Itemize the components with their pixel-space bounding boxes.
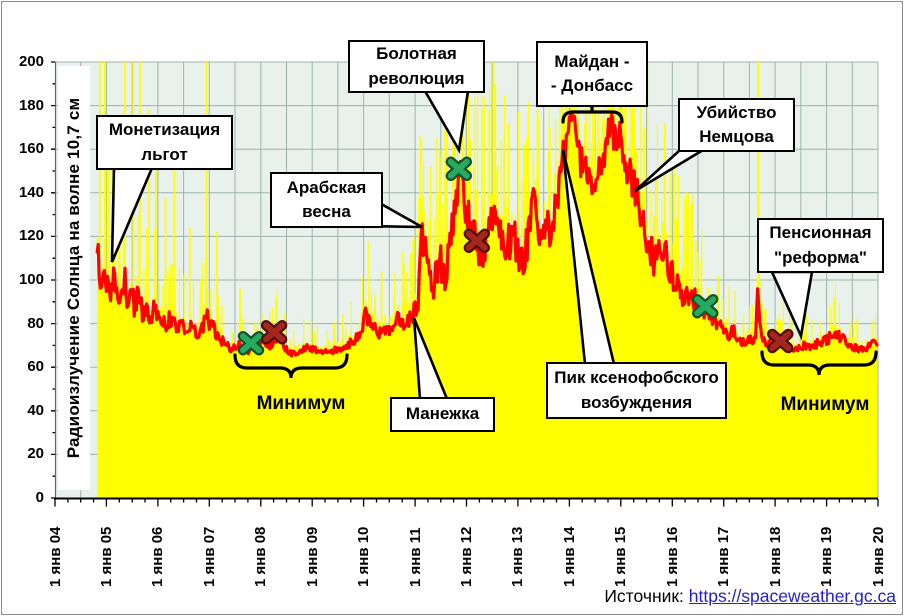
maidan-bracket bbox=[561, 104, 624, 124]
event-marker-green bbox=[237, 330, 265, 356]
annotation-bolotnaya: Болотная революция bbox=[348, 40, 485, 93]
x-tick-label: 1 янв 08 bbox=[252, 526, 270, 587]
x-tick-label: 1 янв 07 bbox=[200, 526, 218, 587]
y-tick-label: 100 bbox=[18, 271, 44, 288]
y-tick-label: 60 bbox=[27, 358, 44, 376]
axis-ticks bbox=[51, 61, 879, 507]
x-tick-label: 1 янв 20 bbox=[869, 526, 887, 587]
annotation-manezhka: Манежка bbox=[390, 397, 495, 432]
x-tick-label: 1 янв 12 bbox=[458, 526, 475, 587]
event-marker-darkred bbox=[260, 320, 288, 345]
y-tick-label: 120 bbox=[18, 227, 44, 245]
source-link[interactable]: https://spaceweather.gc.ca bbox=[688, 586, 896, 606]
y-tick-label: 40 bbox=[27, 401, 44, 419]
annotation-ubiystvo-nemtsova: Убийство Немцова bbox=[678, 98, 795, 152]
x-tick-label: 1 янв 16 bbox=[663, 526, 681, 587]
x-tick-label: 1 янв 06 bbox=[149, 526, 167, 587]
minimum-label: Минимум bbox=[780, 394, 870, 415]
x-tick-label: 1 янв 09 bbox=[303, 526, 321, 587]
x-tick-label: 1 янв 18 bbox=[766, 526, 784, 587]
x-tick-label: 1 янв 05 bbox=[97, 526, 115, 587]
x-tick-label: 1 янв 17 bbox=[715, 526, 733, 587]
y-axis-title: Радиоизлучение Солнца на волне 10,7 см bbox=[58, 66, 90, 490]
event-marker-green bbox=[691, 293, 719, 319]
y-tick-label: 200 bbox=[18, 53, 44, 70]
annotation-maidan-donbass: Майдан - - Донбасс bbox=[536, 41, 648, 107]
annotation-monetizatsiya-lgot: Монетизация льгот bbox=[96, 115, 233, 170]
x-tick-label: 1 янв 04 bbox=[46, 526, 64, 587]
y-tick-label: 140 bbox=[18, 183, 44, 201]
y-tick-label: 0 bbox=[35, 489, 44, 506]
minimum-brace bbox=[760, 350, 878, 376]
minimum-label: Минимум bbox=[256, 393, 346, 414]
minimum-brace bbox=[233, 353, 349, 379]
x-tick-label: 1 янв 15 bbox=[612, 526, 630, 587]
source-label: Источник: bbox=[604, 586, 684, 606]
event-marker-green bbox=[445, 156, 473, 182]
x-tick-label: 1 янв 13 bbox=[509, 526, 527, 587]
x-tick-label: 1 янв 14 bbox=[560, 526, 578, 587]
event-marker-darkred bbox=[767, 328, 794, 354]
y-tick-label: 80 bbox=[27, 314, 44, 332]
x-tick-label: 1 янв 10 bbox=[355, 526, 373, 587]
x-tick-label: 1 янв 11 bbox=[406, 527, 424, 587]
y-tick-label: 180 bbox=[18, 96, 44, 114]
annotation-arabskaya-vesna: Арабская весна bbox=[270, 172, 383, 228]
annotation-pensionnaya-reforma: Пенсионная "реформа" bbox=[757, 218, 884, 273]
source-line: Источник: https://spaceweather.gc.ca bbox=[604, 586, 896, 607]
annotation-pik-ksenofobskogo: Пик ксенофобского возбуждения bbox=[546, 362, 727, 419]
event-marker-darkred bbox=[463, 228, 491, 254]
y-tick-label: 160 bbox=[18, 140, 44, 158]
x-tick-label: 1 янв 19 bbox=[818, 526, 836, 587]
y-tick-label: 20 bbox=[27, 445, 44, 463]
